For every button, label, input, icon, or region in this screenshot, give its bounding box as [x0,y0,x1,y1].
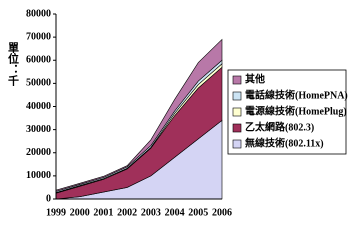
legend-label: 電話線技術(HomePNA) [245,88,348,101]
x-tick-label: 2006 [212,207,232,218]
x-tick-label: 2002 [117,207,137,218]
area [55,38,223,192]
legend-swatch [232,91,242,101]
x-tick-label: 2004 [165,207,185,218]
y-tick-label: 70000 [26,31,51,42]
legend-swatch [232,139,242,149]
x-tick-label: 2005 [188,207,208,218]
x-tick-label: 1999 [46,207,66,218]
legend-label: 其他 [245,72,265,85]
y-tick-label: 50000 [26,78,51,89]
legend-label: 無線技術(802.11x) [245,136,324,149]
x-tick-label: 2000 [70,207,90,218]
x-tick-label: 2001 [93,207,113,218]
y-tick-label: 80000 [26,8,51,19]
legend-swatch [232,123,242,133]
legend-label: 乙太網路(802.3) [245,120,314,133]
y-tick-label: 30000 [26,124,51,135]
y-tick-label: 0 [46,193,51,204]
y-tick-label: 40000 [26,101,51,112]
chart: 單位：千 0 10000 20000 30000 40000 50000 60000 7000… [6,8,348,218]
x-tick-label: 2003 [141,207,161,218]
legend-swatch [232,107,242,117]
y-tick-label: 10000 [26,170,51,181]
y-axis-label: 單位：千 [6,42,19,87]
y-tick-label: 60000 [26,55,51,66]
legend-label: 電源線技術(HomePlug) [245,104,347,117]
legend-box [227,69,347,155]
legend-swatch [232,75,242,85]
y-tick-label: 20000 [26,147,51,158]
